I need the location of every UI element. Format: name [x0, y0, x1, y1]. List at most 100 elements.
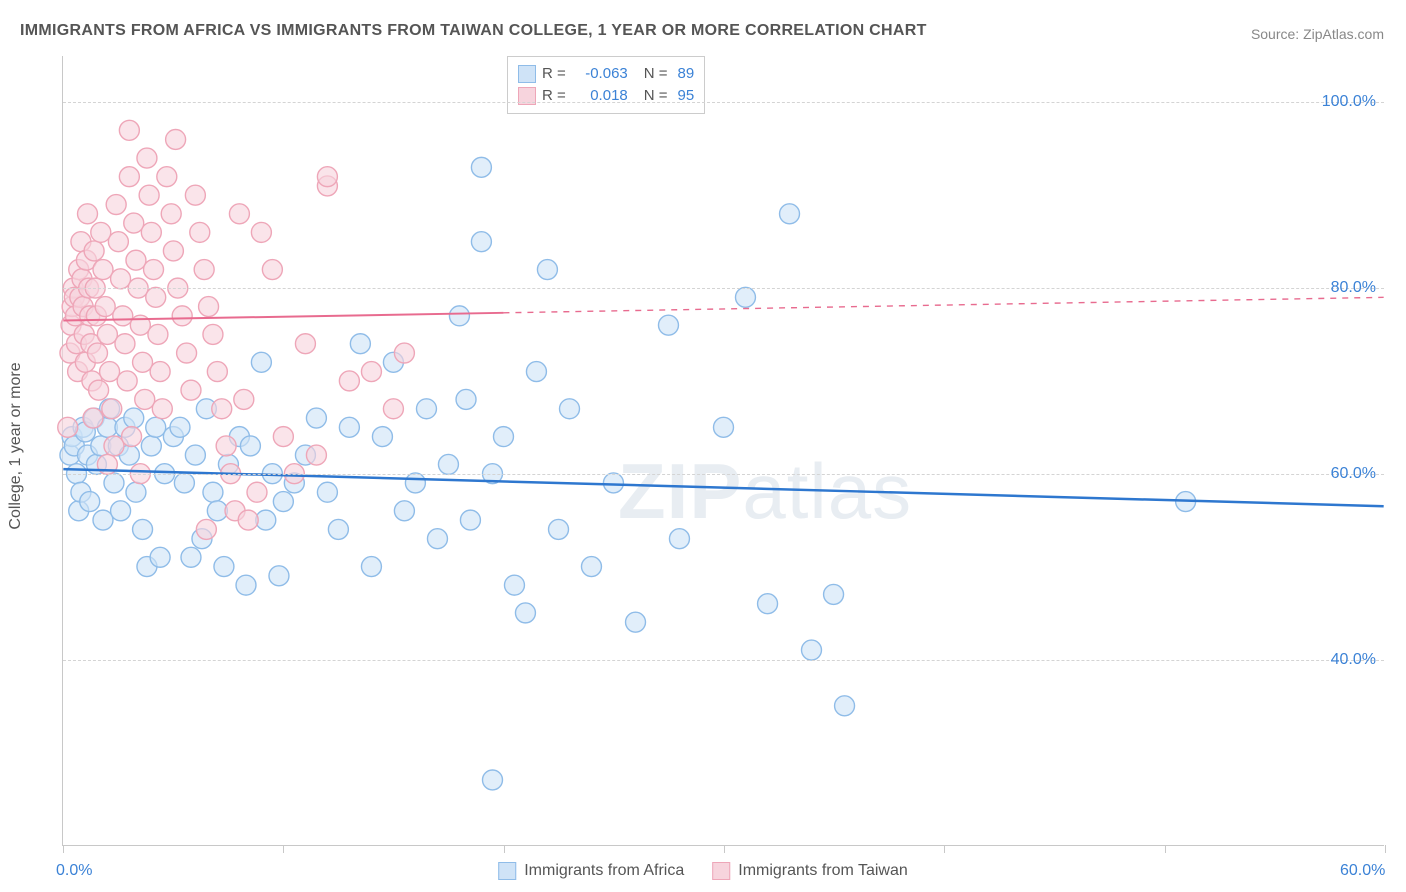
- data-point-africa: [111, 501, 131, 521]
- data-point-taiwan: [58, 417, 78, 437]
- data-point-africa: [560, 399, 580, 419]
- data-point-africa: [185, 445, 205, 465]
- gridline-h: [63, 288, 1384, 289]
- data-point-africa: [328, 519, 348, 539]
- data-point-africa: [150, 547, 170, 567]
- data-point-taiwan: [383, 399, 403, 419]
- data-point-africa: [317, 482, 337, 502]
- data-point-taiwan: [78, 204, 98, 224]
- legend-bottom: Immigrants from Africa Immigrants from T…: [498, 862, 908, 880]
- data-point-africa: [350, 334, 370, 354]
- data-point-africa: [273, 492, 293, 512]
- data-point-africa: [361, 557, 381, 577]
- data-point-taiwan: [89, 380, 109, 400]
- data-point-taiwan: [273, 427, 293, 447]
- y-tick-label: 40.0%: [1331, 651, 1376, 669]
- data-point-africa: [758, 594, 778, 614]
- data-point-taiwan: [124, 213, 144, 233]
- data-point-taiwan: [113, 306, 133, 326]
- data-point-africa: [126, 482, 146, 502]
- data-point-taiwan: [139, 185, 159, 205]
- data-point-africa: [780, 204, 800, 224]
- data-point-africa: [526, 362, 546, 382]
- x-tick: [63, 845, 64, 853]
- data-point-taiwan: [137, 148, 157, 168]
- data-point-taiwan: [144, 260, 164, 280]
- data-point-taiwan: [122, 427, 142, 447]
- data-point-taiwan: [295, 334, 315, 354]
- data-point-taiwan: [339, 371, 359, 391]
- data-point-africa: [537, 260, 557, 280]
- data-point-taiwan: [119, 120, 139, 140]
- data-point-africa: [170, 417, 190, 437]
- data-point-taiwan: [163, 241, 183, 261]
- x-tick: [724, 845, 725, 853]
- data-point-taiwan: [100, 362, 120, 382]
- data-point-taiwan: [83, 408, 103, 428]
- data-point-africa: [449, 306, 469, 326]
- data-point-taiwan: [238, 510, 258, 530]
- data-point-africa: [93, 510, 113, 530]
- y-tick-label: 100.0%: [1322, 93, 1376, 111]
- x-tick: [944, 845, 945, 853]
- data-point-africa: [181, 547, 201, 567]
- data-point-taiwan: [115, 334, 135, 354]
- data-point-taiwan: [104, 436, 124, 456]
- data-point-africa: [416, 399, 436, 419]
- data-point-taiwan: [150, 362, 170, 382]
- data-point-taiwan: [141, 222, 161, 242]
- data-point-taiwan: [212, 399, 232, 419]
- data-point-taiwan: [216, 436, 236, 456]
- data-point-taiwan: [194, 260, 214, 280]
- data-point-taiwan: [135, 389, 155, 409]
- chart-title: IMMIGRANTS FROM AFRICA VS IMMIGRANTS FRO…: [20, 22, 927, 40]
- data-point-taiwan: [95, 297, 115, 317]
- data-point-africa: [251, 352, 271, 372]
- data-point-taiwan: [166, 130, 186, 150]
- x-tick-label: 0.0%: [56, 862, 92, 880]
- data-point-africa: [269, 566, 289, 586]
- data-point-africa: [104, 473, 124, 493]
- data-point-africa: [339, 417, 359, 437]
- data-point-taiwan: [203, 324, 223, 344]
- data-point-taiwan: [247, 482, 267, 502]
- data-point-taiwan: [172, 306, 192, 326]
- data-point-africa: [394, 501, 414, 521]
- plot-svg: [63, 56, 1384, 845]
- data-point-taiwan: [88, 343, 108, 363]
- data-point-taiwan: [207, 362, 227, 382]
- swatch-africa-icon: [498, 862, 516, 880]
- data-point-taiwan: [152, 399, 172, 419]
- legend-item-taiwan: Immigrants from Taiwan: [712, 862, 908, 880]
- source-credit: Source: ZipAtlas.com: [1251, 26, 1384, 42]
- data-point-taiwan: [84, 241, 104, 261]
- data-point-africa: [240, 436, 260, 456]
- data-point-taiwan: [146, 287, 166, 307]
- data-point-taiwan: [394, 343, 414, 363]
- data-point-africa: [515, 603, 535, 623]
- data-point-taiwan: [234, 389, 254, 409]
- data-point-africa: [714, 417, 734, 437]
- data-point-taiwan: [251, 222, 271, 242]
- data-point-taiwan: [306, 445, 326, 465]
- legend-label-taiwan: Immigrants from Taiwan: [738, 862, 908, 880]
- gridline-h: [63, 102, 1384, 103]
- data-point-africa: [581, 557, 601, 577]
- data-point-africa: [824, 584, 844, 604]
- data-point-africa: [626, 612, 646, 632]
- data-point-taiwan: [262, 260, 282, 280]
- data-point-taiwan: [185, 185, 205, 205]
- data-point-africa: [504, 575, 524, 595]
- data-point-africa: [133, 519, 153, 539]
- data-point-taiwan: [91, 222, 111, 242]
- y-axis-label: College, 1 year or more: [7, 362, 25, 529]
- trend-line-taiwan-dash: [503, 297, 1383, 312]
- data-point-africa: [483, 770, 503, 790]
- data-point-taiwan: [361, 362, 381, 382]
- data-point-africa: [471, 232, 491, 252]
- data-point-africa: [471, 157, 491, 177]
- data-point-taiwan: [177, 343, 197, 363]
- data-point-africa: [493, 427, 513, 447]
- data-point-taiwan: [126, 250, 146, 270]
- data-point-africa: [236, 575, 256, 595]
